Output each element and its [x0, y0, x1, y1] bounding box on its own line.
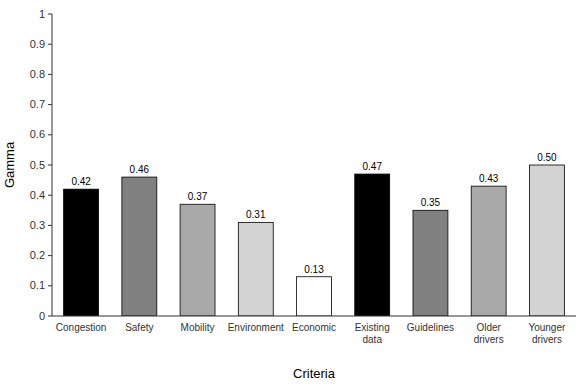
y-tick: [48, 255, 52, 256]
x-tick-label-line: drivers: [474, 334, 504, 345]
bar: [238, 222, 273, 316]
bar: [180, 204, 215, 316]
y-tick-label: 0.4: [30, 189, 45, 201]
bar: [122, 177, 157, 316]
y-tick-label: 0.1: [30, 279, 45, 291]
x-tick-label: Safety: [125, 322, 153, 333]
y-tick: [48, 74, 52, 75]
y-tick-label: 0.9: [30, 38, 45, 50]
y-tick-label: 0: [39, 310, 45, 322]
x-tick-label: Olderdrivers: [474, 322, 504, 345]
x-tick-label-line: Congestion: [56, 322, 107, 333]
x-tick-label-line: Existing: [355, 322, 390, 333]
data-label: 0.43: [479, 173, 499, 184]
data-label: 0.42: [71, 176, 91, 187]
x-tick-label-line: Older: [476, 322, 501, 333]
x-tick-label: Economic: [292, 322, 336, 333]
y-tick-label: 0.5: [30, 159, 45, 171]
x-tick-label-line: Economic: [292, 322, 336, 333]
x-tick-label: Environment: [228, 322, 284, 333]
x-axis-line: [52, 316, 576, 317]
y-tick: [48, 285, 52, 286]
y-tick-label: 0.2: [30, 249, 45, 261]
data-label: 0.13: [304, 264, 324, 275]
y-tick: [48, 316, 52, 317]
bar: [64, 189, 99, 316]
y-tick: [48, 195, 52, 196]
y-tick-label: 0.6: [30, 128, 45, 140]
data-label: 0.46: [130, 164, 150, 175]
data-label: 0.50: [537, 152, 557, 163]
x-axis-label: Criteria: [293, 366, 336, 381]
x-tick-label-line: data: [362, 334, 382, 345]
bars: [64, 165, 565, 316]
x-tick-label-line: Younger: [528, 322, 566, 333]
x-tick-label-line: Safety: [125, 322, 153, 333]
bar: [471, 186, 506, 316]
bar: [413, 210, 448, 316]
chart: 0.420.460.370.310.130.470.350.430.5000.1…: [0, 0, 584, 390]
y-tick-label: 0.3: [30, 219, 45, 231]
y-tick-label: 0.8: [30, 68, 45, 80]
x-tick-label: Guidelines: [407, 322, 454, 333]
bar: [529, 165, 564, 316]
y-tick: [48, 104, 52, 105]
x-tick-label: Youngerdrivers: [528, 322, 566, 345]
y-tick: [48, 225, 52, 226]
y-tick: [48, 44, 52, 45]
x-tick-label: Congestion: [56, 322, 107, 333]
y-tick: [48, 14, 52, 15]
data-label: 0.31: [246, 209, 266, 220]
x-tick-label-line: drivers: [532, 334, 562, 345]
y-tick-label: 0.7: [30, 98, 45, 110]
x-tick-label-line: Environment: [228, 322, 284, 333]
x-tick-label-line: Guidelines: [407, 322, 454, 333]
x-tick-label: Mobility: [181, 322, 215, 333]
bar: [355, 174, 390, 316]
data-label: 0.47: [362, 161, 382, 172]
x-tick-label-line: Mobility: [181, 322, 215, 333]
y-axis-label: Gamma: [2, 141, 17, 188]
data-label: 0.37: [188, 191, 208, 202]
y-tick-label: 1: [39, 8, 45, 20]
y-tick: [48, 165, 52, 166]
bar: [297, 277, 332, 316]
x-tick-label: Existingdata: [355, 322, 390, 345]
data-label: 0.35: [421, 197, 441, 208]
y-tick: [48, 134, 52, 135]
